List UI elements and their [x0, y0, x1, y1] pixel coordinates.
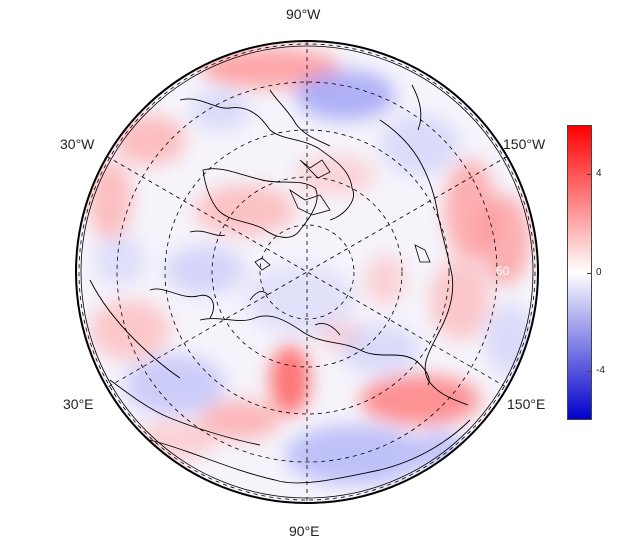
severnaya-coast	[314, 323, 341, 336]
colorbar-tick-mark	[587, 174, 592, 176]
asia-border	[149, 419, 471, 484]
lon-label-top: 90°W	[286, 6, 321, 22]
map-outer-border	[75, 40, 539, 504]
barents-coast	[199, 315, 301, 331]
scandinavia-coast	[149, 288, 214, 319]
bering-coast	[437, 214, 454, 331]
colorbar-tick-label: 0	[596, 266, 602, 278]
latitude-label: 60	[496, 264, 510, 278]
meridian-lines	[106, 41, 508, 503]
europe-coast	[89, 279, 181, 379]
islands	[254, 159, 431, 271]
baffin-coast	[189, 230, 226, 237]
alaska-coast	[379, 119, 439, 216]
alaska-west-coast	[411, 84, 422, 131]
lon-label-upper-right: 150°W	[503, 136, 546, 152]
siberia-coast	[299, 329, 430, 386]
lon-label-lower-right: 150°E	[507, 396, 546, 412]
svalbard-coast	[249, 290, 269, 301]
map-inner-border	[80, 45, 534, 499]
colorbar-tick-mark	[587, 370, 592, 372]
kamchatka-coast	[424, 329, 469, 406]
greenland-coast	[202, 168, 318, 238]
colorbar-tick-label: 4	[596, 168, 602, 180]
lon-label-bottom: 90°E	[289, 523, 320, 539]
colorbar-tick-mark	[587, 272, 592, 274]
lon-label-upper-left: 30°W	[60, 136, 95, 152]
lon-label-lower-left: 30°E	[63, 396, 94, 412]
colorbar-tick-label: -4	[596, 364, 605, 376]
hudson-coast	[269, 89, 331, 147]
canada-coast	[179, 98, 354, 221]
central-asia-border	[109, 379, 261, 446]
coastlines	[89, 84, 471, 484]
